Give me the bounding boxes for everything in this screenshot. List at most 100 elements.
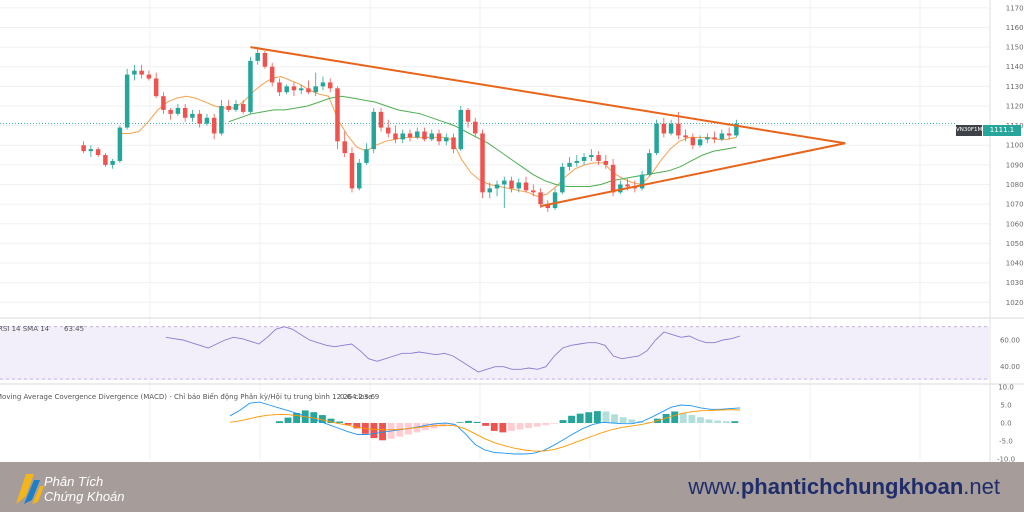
candle-body xyxy=(226,105,231,110)
candle xyxy=(458,105,464,152)
candle xyxy=(639,170,645,191)
candle-body xyxy=(175,107,181,114)
macd-histogram-bar xyxy=(516,423,524,430)
rsi-title: RSI 14 SMA 14 xyxy=(0,325,50,333)
rsi-line xyxy=(165,326,741,373)
macd-histogram-bar xyxy=(284,417,292,423)
macd-signal-line xyxy=(229,409,741,452)
candle-body xyxy=(458,109,464,150)
rsi-band xyxy=(0,326,990,380)
candle xyxy=(269,62,275,87)
price-tick-label: 1140.0 xyxy=(1006,63,1024,71)
macd-histogram-bar xyxy=(318,415,326,423)
candle xyxy=(538,188,543,209)
candle-body xyxy=(284,86,289,93)
candle-body xyxy=(487,188,493,193)
candle-body xyxy=(211,117,217,134)
candle xyxy=(668,119,674,136)
macd-tick-label: -10.0 xyxy=(997,456,1015,463)
candle xyxy=(356,158,362,191)
candle-body xyxy=(313,86,318,93)
macd-histogram-bar xyxy=(353,423,361,429)
candle-body xyxy=(240,104,246,112)
macd-histogram-bar xyxy=(473,421,481,423)
candle xyxy=(284,84,289,95)
macd-histogram-bar xyxy=(336,421,344,423)
macd-histogram-bar xyxy=(731,421,739,423)
candle-body xyxy=(502,180,507,185)
candle xyxy=(473,117,478,138)
candle-body xyxy=(124,74,130,128)
candle-body xyxy=(668,123,674,134)
candle-body xyxy=(132,70,137,75)
candle xyxy=(523,176,529,193)
candle xyxy=(327,78,333,93)
candle xyxy=(298,84,304,95)
candle-body xyxy=(335,88,340,142)
candle-body xyxy=(393,133,398,140)
candle-body xyxy=(465,109,471,122)
macd-tick-label: 5.0 xyxy=(1000,402,1011,410)
candle-body xyxy=(618,184,623,193)
macd-histogram-bar xyxy=(533,423,541,427)
candle-body xyxy=(429,133,435,140)
candle xyxy=(451,133,456,154)
macd-histogram-bar xyxy=(456,422,464,423)
logo-text-line1: Phân Tích xyxy=(44,474,104,489)
candle xyxy=(654,119,659,156)
candle-body xyxy=(473,121,478,134)
candle-body xyxy=(327,82,333,89)
candle-body xyxy=(654,123,659,154)
candle xyxy=(364,143,369,165)
macd-histogram-bar xyxy=(344,423,352,425)
last-price-label: 1111.1 xyxy=(983,125,1021,136)
candle-body xyxy=(117,127,123,161)
candle xyxy=(429,129,435,142)
candle-body xyxy=(676,123,681,136)
candle xyxy=(226,100,231,112)
candle-body xyxy=(153,78,159,97)
candle-body xyxy=(298,88,304,91)
macd-value-label: 4.2 xyxy=(352,393,363,401)
candle-body xyxy=(110,160,115,165)
macd-histogram-bar xyxy=(490,423,498,431)
candle-body xyxy=(407,133,413,138)
site-url[interactable]: www.phantichchungkhoan.net xyxy=(688,474,1000,500)
candle xyxy=(320,76,326,91)
candle xyxy=(204,113,210,126)
candle-body xyxy=(444,137,449,142)
candle xyxy=(393,125,398,144)
candle xyxy=(219,100,224,136)
candle-body xyxy=(719,133,725,140)
candle xyxy=(103,153,108,167)
macd-histogram-bar xyxy=(525,423,533,429)
candle-body xyxy=(436,133,442,142)
price-tick-label: 1070.0 xyxy=(1006,201,1024,209)
macd-title: Moving Average Covergence Divergence (MA… xyxy=(0,393,379,401)
candle xyxy=(603,155,609,169)
candle-body xyxy=(581,157,587,161)
rsi-tick-label: 40.00 xyxy=(1000,363,1020,371)
candle xyxy=(618,180,623,195)
candle-body xyxy=(197,113,202,124)
macd-histogram-bar xyxy=(568,415,576,423)
candle-body xyxy=(204,117,210,124)
macd-histogram-bar xyxy=(276,421,283,423)
macd-histogram-bar xyxy=(679,412,687,423)
price-axis: 1020.0 1030.0 1040.0 1050.0 1060.0 1070.0 1080… xyxy=(1006,4,1024,306)
candle-body xyxy=(168,109,173,114)
price-tick-label: 1170.0 xyxy=(1006,4,1024,12)
candle xyxy=(190,109,195,122)
candle xyxy=(596,151,601,165)
macd-histogram-bar xyxy=(310,412,318,423)
candle xyxy=(574,155,580,167)
candle-body xyxy=(574,160,580,163)
candle xyxy=(589,149,594,161)
candle xyxy=(313,72,318,97)
macd-histogram-bar xyxy=(576,413,584,423)
candle xyxy=(175,104,181,116)
candle-body xyxy=(385,127,391,134)
candle-body xyxy=(697,139,703,146)
upper-trendline xyxy=(250,46,846,145)
candle-body xyxy=(596,155,601,161)
